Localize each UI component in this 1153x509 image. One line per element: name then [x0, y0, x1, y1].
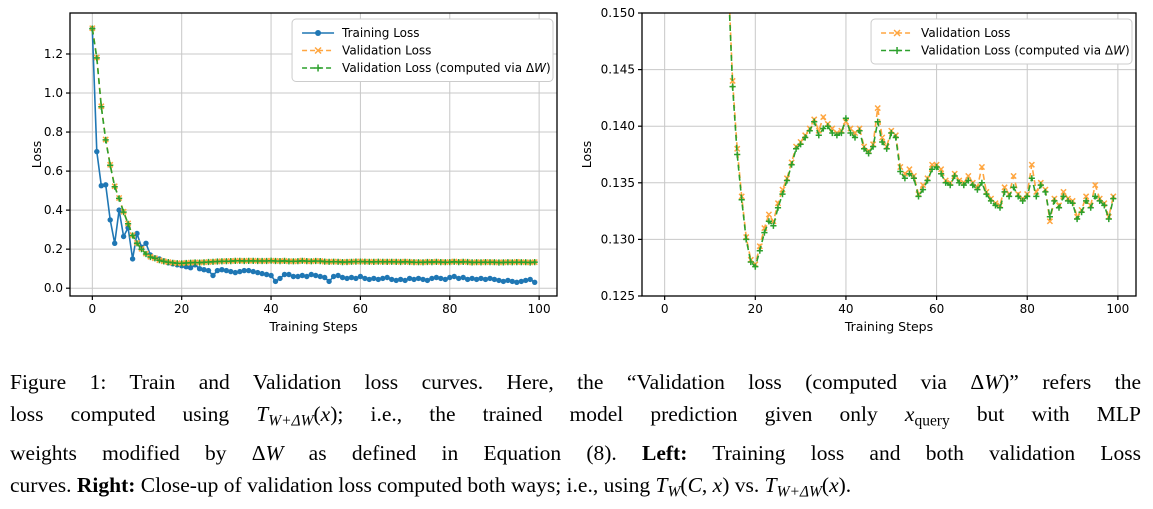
- y-axis-ticks: 0.0 0.2 0.4 0.6 0.8 1.0 1.2: [44, 47, 70, 295]
- svg-text:0.140: 0.140: [601, 119, 635, 133]
- legend-label: Training Loss: [341, 26, 419, 40]
- x-axis-label: Training Steps: [844, 319, 933, 334]
- x-axis-label: Training Steps: [268, 319, 357, 334]
- svg-text:0: 0: [89, 302, 97, 316]
- series-training-loss: [89, 25, 538, 285]
- legend-label: Validation Loss: [342, 44, 431, 58]
- caption-line: curves. Right: Close-up of validation lo…: [10, 473, 852, 501]
- svg-text:0.8: 0.8: [44, 125, 63, 139]
- legend-label: Validation Loss (computed via ΔW): [921, 44, 1130, 58]
- svg-text:0.6: 0.6: [44, 164, 63, 178]
- svg-text:1.2: 1.2: [44, 47, 63, 61]
- y-axis-label: Loss: [579, 141, 594, 168]
- caption-line: loss computed using TW+ΔW(x); i.e., the …: [10, 402, 1142, 430]
- caption-line: weights modified by ΔW as defined in Equ…: [10, 441, 1141, 466]
- legend-label: Validation Loss (computed via ΔW): [342, 61, 551, 75]
- x-axis-ticks: 0 20 40 60 80 100: [89, 296, 551, 316]
- svg-text:0.4: 0.4: [44, 203, 63, 217]
- svg-text:100: 100: [528, 302, 551, 316]
- svg-text:0.130: 0.130: [601, 232, 635, 246]
- svg-text:0.2: 0.2: [44, 242, 63, 256]
- legend: Training Loss Validation Loss Validation L…: [291, 18, 554, 82]
- svg-text:0.135: 0.135: [601, 176, 635, 190]
- svg-text:1.0: 1.0: [44, 86, 63, 100]
- legend-label: Validation Loss: [921, 26, 1010, 40]
- axes-spines: [69, 12, 558, 297]
- svg-text:20: 20: [748, 302, 763, 316]
- left-loss-chart: 0 20 40 60 80 100 0.0 0.2 0.4 0.6 0.8 1.0 1.2 Trainin…: [30, 12, 558, 334]
- y-axis-label: Loss: [30, 141, 44, 168]
- series-validation-loss-computed-via-w-: [89, 25, 538, 267]
- x-axis-ticks: 0 20 40 60 80 100: [661, 296, 1129, 316]
- axes-spines: [641, 12, 1137, 297]
- y-axis-ticks: 0.125 0.130 0.135 0.140 0.145 0.150: [601, 6, 642, 303]
- svg-text:60: 60: [929, 302, 944, 316]
- svg-text:100: 100: [1106, 302, 1129, 316]
- svg-text:80: 80: [1020, 302, 1035, 316]
- svg-text:0: 0: [661, 302, 669, 316]
- svg-text:80: 80: [442, 302, 457, 316]
- svg-text:0.125: 0.125: [601, 289, 635, 303]
- svg-text:40: 40: [838, 302, 853, 316]
- caption-line: Figure 1: Train and Validation loss curv…: [10, 370, 1141, 394]
- svg-text:20: 20: [174, 302, 189, 316]
- charts-row: 0 20 40 60 80 100 0.0 0.2 0.4 0.6 0.8 1.0 1.2 Trainin…: [30, 6, 1137, 334]
- right-loss-chart: 0 20 40 60 80 1000.1250.1300.1350.1400.1450.1…: [579, 6, 1137, 334]
- svg-text:0.145: 0.145: [601, 63, 635, 77]
- svg-text:0.0: 0.0: [44, 281, 63, 295]
- series-validation-loss-computed-via-w-: [728, 13, 1117, 270]
- figure-caption: Figure 1: Train and Validation loss curv…: [10, 366, 1141, 509]
- svg-text:0.150: 0.150: [601, 6, 635, 20]
- svg-text:40: 40: [263, 302, 278, 316]
- gridlines: [70, 13, 557, 296]
- svg-text:60: 60: [353, 302, 368, 316]
- legend: Validation Loss Validation Loss (computed…: [870, 18, 1133, 65]
